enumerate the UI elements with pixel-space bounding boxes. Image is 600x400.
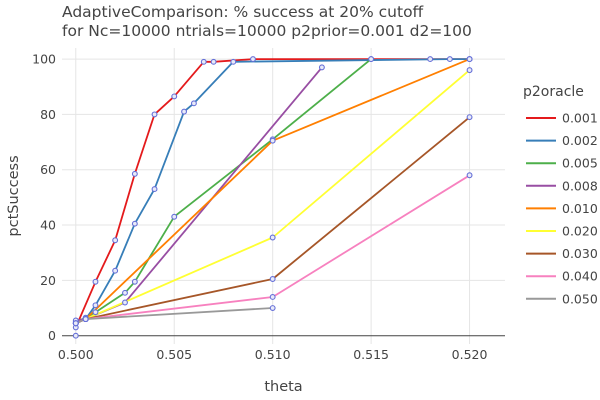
data-point[interactable] <box>466 67 473 74</box>
tick-layer: 0.500 0.505 0.510 0.515 0.520 0 20 40 60 80 100 <box>32 52 487 362</box>
y-tick-label: 60 <box>40 162 56 177</box>
legend-item-0.030[interactable]: 0.030 <box>562 246 598 261</box>
data-point[interactable] <box>318 64 325 71</box>
data-point[interactable] <box>112 237 119 244</box>
series-line-0.008[interactable] <box>75 66 323 322</box>
y-tick-label: 100 <box>32 52 56 67</box>
data-point[interactable] <box>131 220 138 227</box>
data-point[interactable] <box>446 56 453 63</box>
data-point[interactable] <box>72 320 79 327</box>
x-tick-label: 0.515 <box>353 347 389 362</box>
data-point[interactable] <box>122 299 128 306</box>
data-point[interactable] <box>181 108 188 115</box>
marker-layer <box>72 56 473 339</box>
data-point[interactable] <box>112 267 119 274</box>
x-axis-title: theta <box>264 379 302 395</box>
data-point[interactable] <box>466 114 473 121</box>
data-point[interactable] <box>92 309 99 316</box>
data-point[interactable] <box>171 213 178 220</box>
y-tick-label: 0 <box>48 328 56 343</box>
data-point[interactable] <box>230 58 237 65</box>
data-point[interactable] <box>122 289 128 296</box>
y-tick-label: 80 <box>40 107 56 122</box>
data-point[interactable] <box>151 186 158 193</box>
legend-item-0.001[interactable]: 0.001 <box>562 111 598 126</box>
data-point[interactable] <box>368 56 375 63</box>
legend-item-0.050[interactable]: 0.050 <box>562 291 598 306</box>
x-tick-label: 0.500 <box>58 347 94 362</box>
data-point[interactable] <box>200 58 207 65</box>
data-point[interactable] <box>466 172 473 179</box>
y-axis-title: pctSuccess <box>6 155 22 236</box>
data-point[interactable] <box>131 278 138 285</box>
data-point[interactable] <box>269 276 276 282</box>
legend-item-0.040[interactable]: 0.040 <box>562 269 598 284</box>
data-point[interactable] <box>427 56 434 63</box>
data-point[interactable] <box>269 305 276 311</box>
legend-item-0.020[interactable]: 0.020 <box>562 224 598 239</box>
x-tick-label: 0.510 <box>255 347 291 362</box>
legend-item-0.010[interactable]: 0.010 <box>562 201 598 216</box>
legend-item-0.002[interactable]: 0.002 <box>562 133 598 148</box>
data-point[interactable] <box>269 137 276 144</box>
data-point[interactable] <box>210 58 217 65</box>
data-point[interactable] <box>171 93 178 100</box>
data-point[interactable] <box>82 316 89 323</box>
data-point[interactable] <box>269 294 276 300</box>
data-point[interactable] <box>190 100 197 107</box>
data-point[interactable] <box>250 56 256 63</box>
legend-title: p2oracle <box>523 84 584 100</box>
data-point[interactable] <box>466 56 473 63</box>
y-tick-label: 20 <box>40 273 56 288</box>
data-point[interactable] <box>92 302 99 309</box>
data-point[interactable] <box>131 170 138 177</box>
y-tick-label: 40 <box>40 218 56 233</box>
chart-subtitle: for Nc=10000 ntrials=10000 p2prior=0.001… <box>62 22 472 40</box>
data-point[interactable] <box>269 234 276 241</box>
data-point[interactable] <box>72 332 79 339</box>
legend-item-0.008[interactable]: 0.008 <box>562 178 598 193</box>
legend[interactable]: p2oracle 0.001 0.002 0.005 0.008 0.010 0.020 0… <box>523 84 598 306</box>
data-point[interactable] <box>92 278 99 285</box>
data-point[interactable] <box>151 111 158 118</box>
x-tick-label: 0.505 <box>156 347 192 362</box>
x-tick-label: 0.520 <box>452 347 488 362</box>
chart-title: AdaptiveComparison: % success at 20% cut… <box>62 3 424 21</box>
legend-item-0.005[interactable]: 0.005 <box>562 156 598 171</box>
